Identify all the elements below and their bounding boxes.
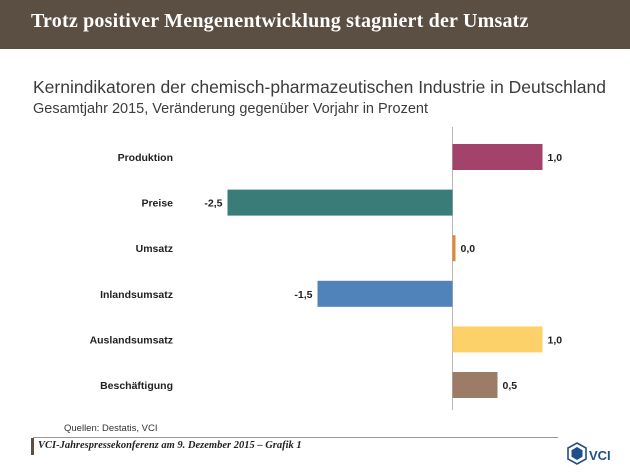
category-label: Inlandsumsatz: [100, 289, 173, 301]
data-label: -2,5: [204, 198, 222, 210]
category-label: Umsatz: [136, 243, 173, 255]
bar: [452, 144, 543, 170]
data-label: 0,0: [461, 243, 476, 255]
data-label: 1,0: [548, 334, 563, 346]
logo-text: VCI: [589, 448, 611, 463]
data-label: 0,5: [503, 380, 518, 392]
footer-divider: [33, 437, 558, 438]
bar: [452, 235, 456, 262]
source-note: Quellen: Destatis, VCI: [64, 423, 158, 434]
category-label: Auslandsumsatz: [90, 334, 173, 346]
chart-subtitle: Gesamtjahr 2015, Veränderung gegenüber V…: [33, 101, 428, 117]
data-label: -1,5: [294, 289, 312, 301]
chart-title: Kernindikatoren der chemisch-pharmazeuti…: [33, 77, 606, 97]
data-label: 1,0: [548, 152, 563, 164]
bar: [452, 372, 498, 398]
bar: [317, 280, 453, 307]
footer-text: VCI-Jahrespressekonferenz am 9. Dezember…: [38, 440, 302, 451]
footer-accent: [31, 438, 34, 455]
category-label: Produktion: [118, 152, 173, 164]
category-label: Beschäftigung: [100, 380, 173, 392]
header-bar: Trotz positiver Mengenentwicklung stagni…: [0, 0, 630, 49]
vci-logo: VCI: [567, 442, 611, 465]
page-title: Trotz positiver Mengenentwicklung stagni…: [31, 10, 529, 32]
bar: [227, 189, 453, 216]
bar: [452, 326, 543, 353]
category-label: Preise: [141, 198, 173, 210]
